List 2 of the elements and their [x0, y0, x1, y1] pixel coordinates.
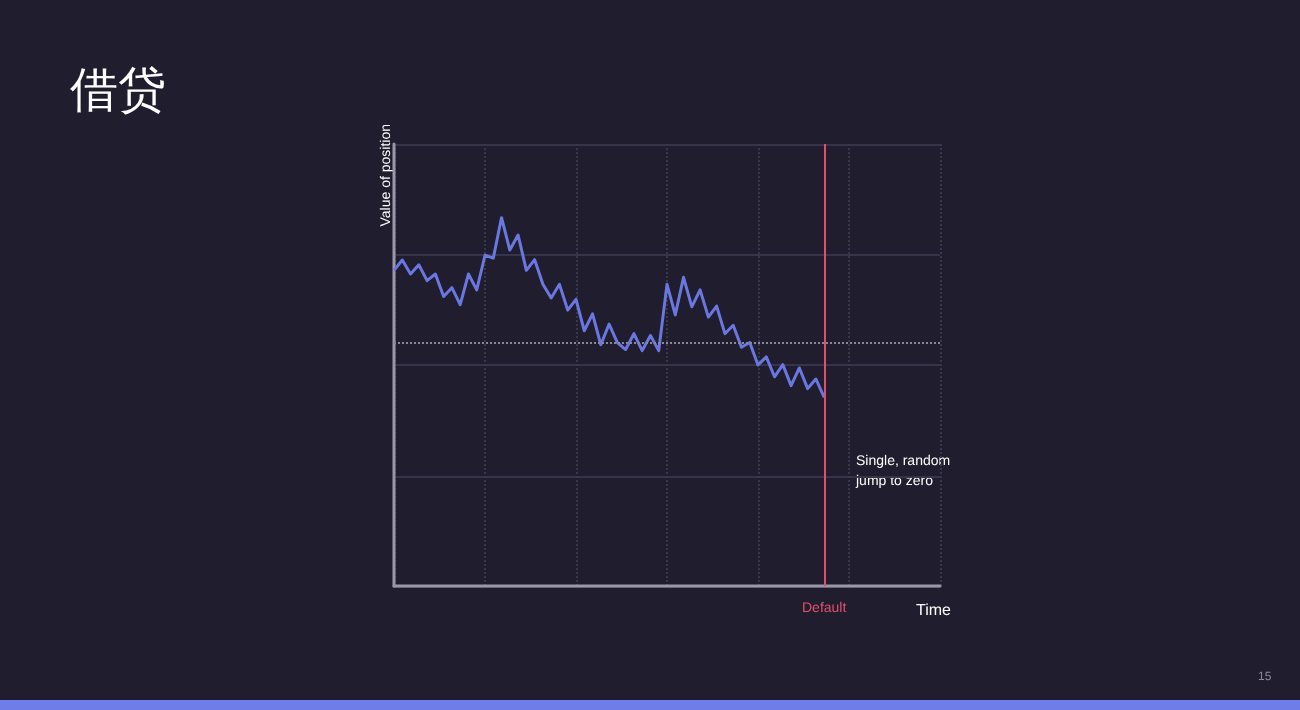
x-axis-title: Time	[916, 601, 953, 619]
chart-title: 借贷	[70, 62, 166, 118]
